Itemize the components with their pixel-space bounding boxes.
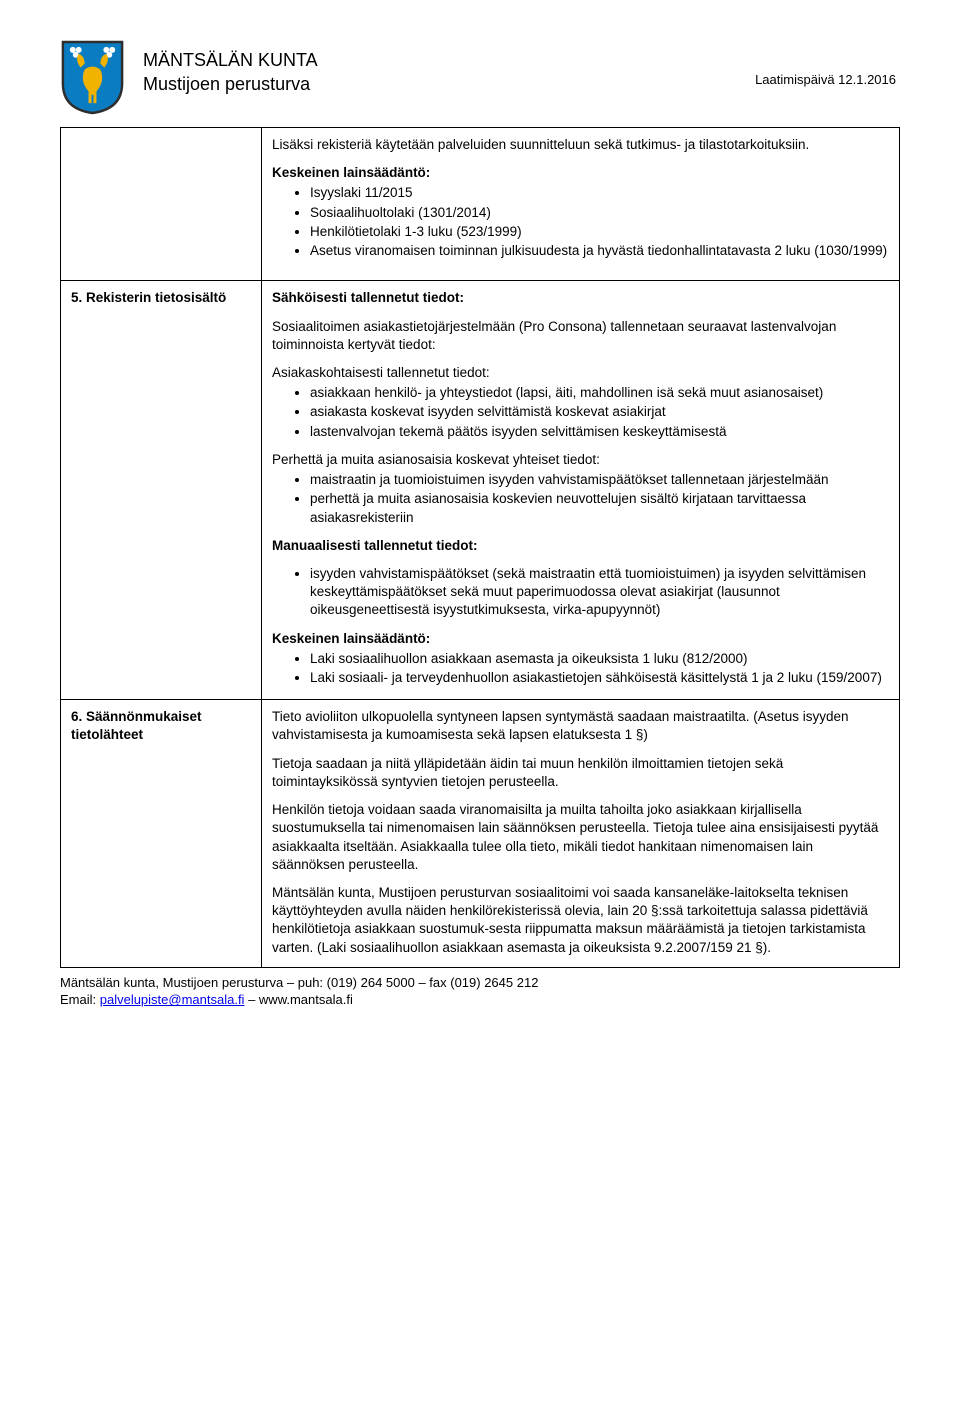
row-top-label-empty	[61, 128, 262, 281]
list-item: perhettä ja muita asianosaisia koskevien…	[310, 490, 889, 526]
document-table: Lisäksi rekisteriä käytetään palveluiden…	[60, 127, 900, 968]
row5-family-heading: Perhettä ja muita asianosaisia koskevat …	[272, 451, 889, 469]
row6-p4: Mäntsälän kunta, Mustijoen perusturvan s…	[272, 884, 889, 957]
list-item: Sosiaalihuoltolaki (1301/2014)	[310, 204, 889, 222]
list-item: asiakasta koskevat isyyden selvittämistä…	[310, 403, 889, 421]
row-top-law-list: Isyyslaki 11/2015 Sosiaalihuoltolaki (13…	[272, 184, 889, 260]
row5-manual-list: isyyden vahvistamispäätökset (sekä maist…	[272, 565, 889, 620]
list-item: maistraatin ja tuomioistuimen isyyden va…	[310, 471, 889, 489]
row5-elec-intro: Sosiaalitoimen asiakastietojärjestelmään…	[272, 318, 889, 354]
row6-p1: Tieto avioliiton ulkopuolella syntyneen …	[272, 708, 889, 744]
footer-email-label: Email:	[60, 992, 100, 1007]
header-text-block: MÄNTSÄLÄN KUNTA Mustijoen perusturva	[143, 40, 755, 97]
row5-client-list: asiakkaan henkilö- ja yhteystiedot (laps…	[272, 384, 889, 441]
row-top-law-heading: Keskeinen lainsäädäntö:	[272, 164, 889, 182]
footer-email-link[interactable]: palvelupiste@mantsala.fi	[100, 992, 245, 1007]
row6-label: 6. Säännönmukaiset tietolähteet	[61, 700, 262, 968]
row-6: 6. Säännönmukaiset tietolähteet Tieto av…	[61, 700, 900, 968]
row5-law2-list: Laki sosiaalihuollon asiakkaan asemasta …	[272, 650, 889, 687]
list-item: Laki sosiaali- ja terveydenhuollon asiak…	[310, 669, 889, 687]
org-name-line1: MÄNTSÄLÄN KUNTA	[143, 48, 755, 72]
row6-p2: Tietoja saadaan ja niitä ylläpidetään äi…	[272, 755, 889, 791]
list-item: Asetus viranomaisen toiminnan julkisuude…	[310, 242, 889, 260]
municipality-logo	[60, 40, 125, 115]
page-header: MÄNTSÄLÄN KUNTA Mustijoen perusturva Laa…	[60, 40, 900, 115]
list-item: lastenvalvojan tekemä päätös isyyden sel…	[310, 423, 889, 441]
list-item: asiakkaan henkilö- ja yhteystiedot (laps…	[310, 384, 889, 402]
page-footer: Mäntsälän kunta, Mustijoen perusturva – …	[60, 974, 900, 1009]
row-previous-continuation: Lisäksi rekisteriä käytetään palveluiden…	[61, 128, 900, 281]
footer-sep: –	[244, 992, 258, 1007]
row5-elec-heading: Sähköisesti tallennetut tiedot:	[272, 289, 889, 307]
row5-manual-heading: Manuaalisesti tallennetut tiedot:	[272, 537, 889, 555]
list-item: Isyyslaki 11/2015	[310, 184, 889, 202]
row5-law2-heading: Keskeinen lainsäädäntö:	[272, 630, 889, 648]
row-top-intro: Lisäksi rekisteriä käytetään palveluiden…	[272, 136, 889, 154]
row5-label: 5. Rekisterin tietosisältö	[61, 281, 262, 700]
list-item: isyyden vahvistamispäätökset (sekä maist…	[310, 565, 889, 620]
row5-family-list: maistraatin ja tuomioistuimen isyyden va…	[272, 471, 889, 527]
footer-line1: Mäntsälän kunta, Mustijoen perusturva – …	[60, 974, 900, 992]
row-top-content: Lisäksi rekisteriä käytetään palveluiden…	[262, 128, 900, 281]
footer-line2: Email: palvelupiste@mantsala.fi – www.ma…	[60, 991, 900, 1009]
org-name-line2: Mustijoen perusturva	[143, 72, 755, 96]
row5-content: Sähköisesti tallennetut tiedot: Sosiaali…	[262, 281, 900, 700]
preparation-date: Laatimispäivä 12.1.2016	[755, 40, 900, 87]
row6-content: Tieto avioliiton ulkopuolella syntyneen …	[262, 700, 900, 968]
footer-web: www.mantsala.fi	[259, 992, 353, 1007]
row5-client-heading: Asiakaskohtaisesti tallennetut tiedot:	[272, 364, 889, 382]
list-item: Henkilötietolaki 1-3 luku (523/1999)	[310, 223, 889, 241]
row6-p3: Henkilön tietoja voidaan saada viranomai…	[272, 801, 889, 874]
row-5: 5. Rekisterin tietosisältö Sähköisesti t…	[61, 281, 900, 700]
list-item: Laki sosiaalihuollon asiakkaan asemasta …	[310, 650, 889, 668]
document-page: MÄNTSÄLÄN KUNTA Mustijoen perusturva Laa…	[0, 0, 960, 1039]
